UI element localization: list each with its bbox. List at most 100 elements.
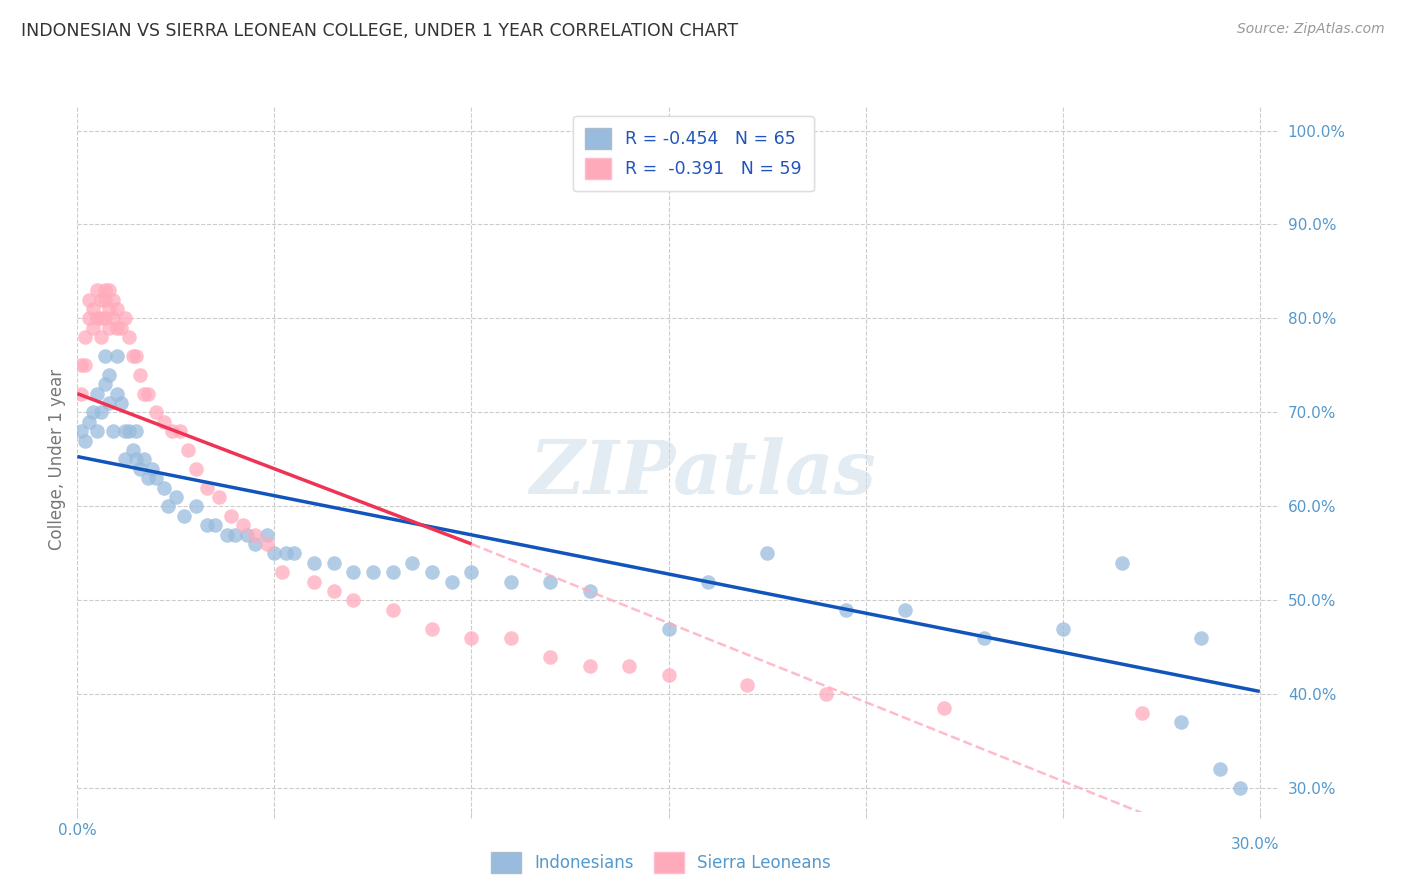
Text: 30.0%: 30.0% — [1232, 837, 1279, 852]
Point — [117, 424, 139, 438]
Point — [75, 359, 97, 373]
Point — [82, 301, 104, 316]
Point — [134, 452, 156, 467]
Point — [276, 546, 298, 560]
Point — [141, 462, 163, 476]
Point — [173, 508, 195, 523]
Point — [204, 518, 226, 533]
Point — [75, 434, 97, 448]
Point — [256, 537, 278, 551]
Point — [82, 321, 104, 335]
Point — [97, 396, 120, 410]
Point — [420, 622, 443, 636]
Point — [322, 556, 344, 570]
Point — [134, 386, 156, 401]
Point — [617, 659, 640, 673]
Point — [232, 518, 254, 533]
Point — [145, 471, 167, 485]
Point — [169, 424, 191, 438]
Point — [136, 471, 159, 485]
Point — [97, 368, 120, 382]
Point — [97, 283, 120, 297]
Point — [114, 311, 136, 326]
Point — [1170, 715, 1192, 730]
Point — [70, 424, 93, 438]
Point — [105, 349, 128, 363]
Point — [136, 386, 159, 401]
Point — [361, 565, 384, 579]
Point — [86, 424, 108, 438]
Point — [94, 377, 117, 392]
Point — [224, 527, 246, 541]
Point — [243, 527, 266, 541]
Point — [1111, 556, 1133, 570]
Point — [1130, 706, 1153, 720]
Point — [156, 500, 179, 514]
Point — [129, 368, 152, 382]
Point — [105, 301, 128, 316]
Point — [94, 349, 117, 363]
Point — [697, 574, 720, 589]
Point — [1189, 631, 1212, 645]
Point — [440, 574, 463, 589]
Point — [401, 556, 423, 570]
Point — [86, 283, 108, 297]
Point — [381, 565, 404, 579]
Point — [1229, 781, 1251, 796]
Point — [184, 500, 207, 514]
Point — [973, 631, 995, 645]
Point — [86, 386, 108, 401]
Point — [934, 701, 956, 715]
Point — [165, 490, 187, 504]
Point — [125, 349, 148, 363]
Point — [217, 527, 239, 541]
Point — [342, 565, 364, 579]
Point — [94, 293, 117, 307]
Point — [90, 293, 112, 307]
Point — [499, 631, 522, 645]
Point — [97, 301, 120, 316]
Point — [145, 405, 167, 419]
Point — [538, 574, 561, 589]
Point — [197, 481, 219, 495]
Point — [302, 556, 325, 570]
Point — [1209, 763, 1232, 777]
Point — [756, 546, 779, 560]
Point — [90, 330, 112, 344]
Point — [101, 311, 124, 326]
Point — [460, 631, 482, 645]
Point — [160, 424, 183, 438]
Point — [197, 518, 219, 533]
Point — [538, 649, 561, 664]
Point — [82, 405, 104, 419]
Point — [835, 603, 858, 617]
Point — [342, 593, 364, 607]
Point — [578, 659, 600, 673]
Point — [101, 424, 124, 438]
Point — [77, 293, 100, 307]
Point — [153, 481, 176, 495]
Point — [460, 565, 482, 579]
Point — [94, 283, 117, 297]
Point — [208, 490, 231, 504]
Point — [129, 462, 152, 476]
Point — [657, 668, 679, 682]
Point — [894, 603, 917, 617]
Point — [117, 330, 139, 344]
Text: INDONESIAN VS SIERRA LEONEAN COLLEGE, UNDER 1 YEAR CORRELATION CHART: INDONESIAN VS SIERRA LEONEAN COLLEGE, UN… — [21, 22, 738, 40]
Point — [121, 349, 143, 363]
Point — [125, 452, 148, 467]
Point — [114, 452, 136, 467]
Point — [70, 359, 93, 373]
Point — [184, 462, 207, 476]
Point — [236, 527, 259, 541]
Legend: Indonesians, Sierra Leoneans: Indonesians, Sierra Leoneans — [484, 846, 838, 880]
Point — [86, 311, 108, 326]
Point — [77, 415, 100, 429]
Point — [125, 424, 148, 438]
Point — [420, 565, 443, 579]
Point — [77, 311, 100, 326]
Point — [322, 583, 344, 598]
Point — [101, 293, 124, 307]
Point — [176, 442, 198, 457]
